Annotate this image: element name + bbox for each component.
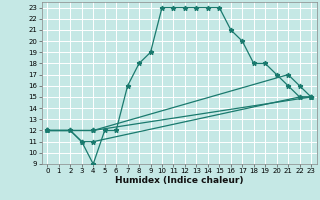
X-axis label: Humidex (Indice chaleur): Humidex (Indice chaleur) — [115, 176, 244, 185]
